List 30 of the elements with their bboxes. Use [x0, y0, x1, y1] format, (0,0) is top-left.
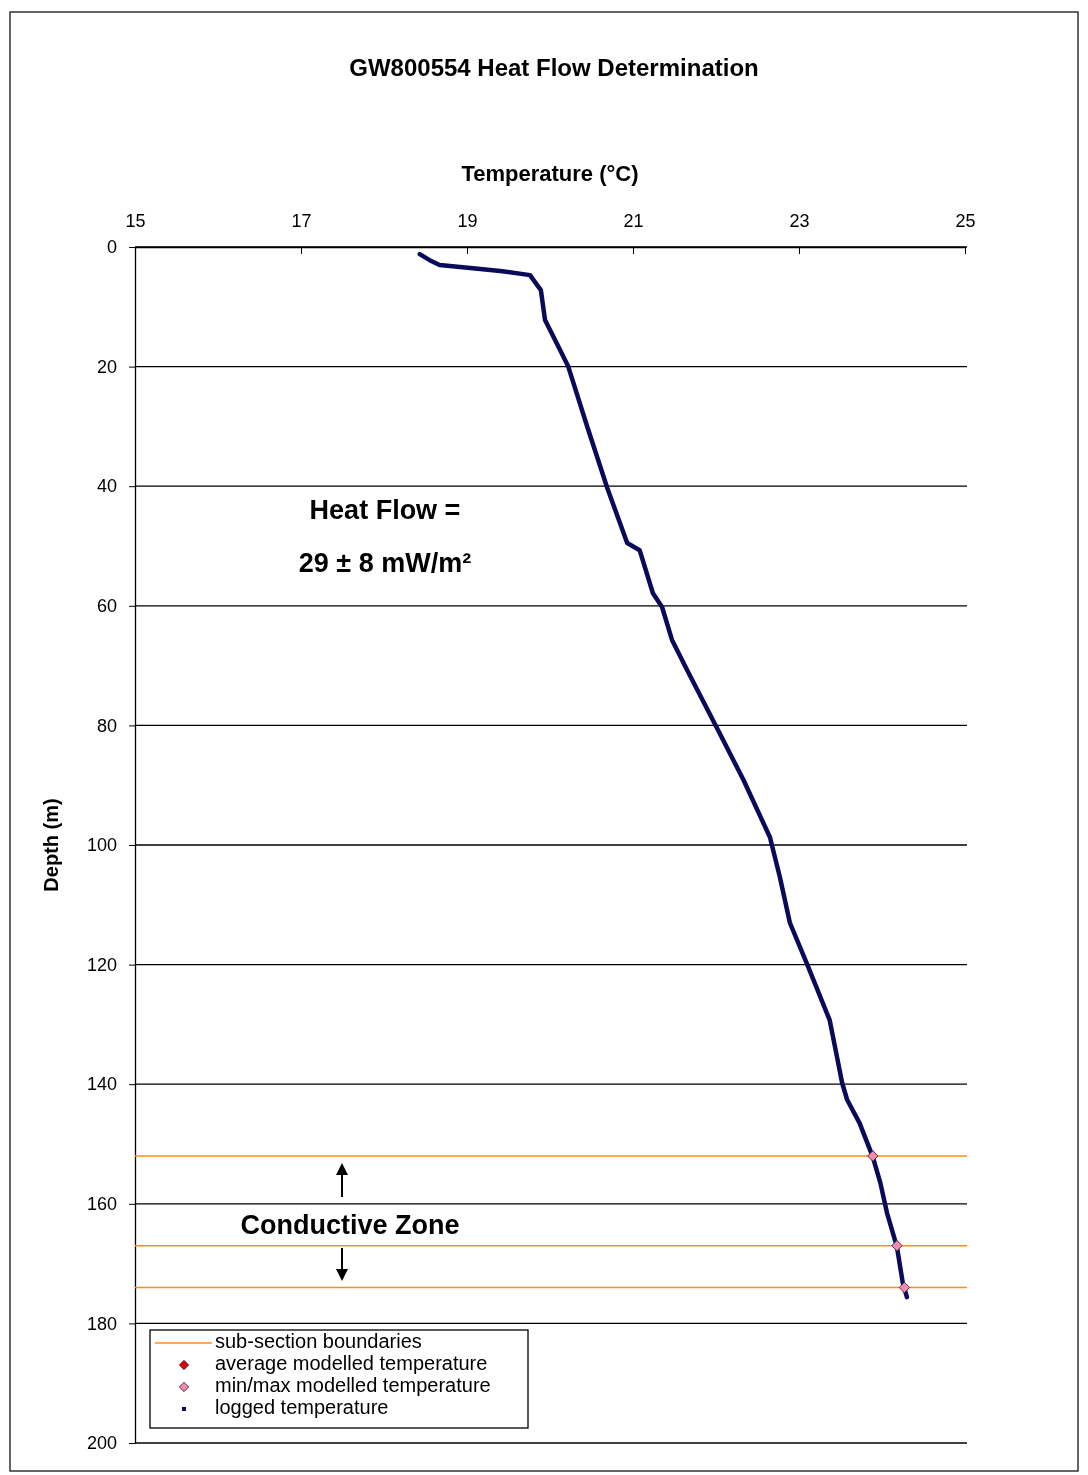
- legend-label: min/max modelled temperature: [215, 1374, 491, 1397]
- y-tick-label: 120: [86, 954, 117, 975]
- y-tick-label: 160: [86, 1194, 117, 1215]
- x-tick-label: 25: [955, 211, 976, 231]
- point: [891, 1239, 903, 1252]
- legend-label: sub-section boundaries: [215, 1330, 422, 1353]
- annotation: Heat Flow =: [309, 495, 461, 526]
- y-tick-label: 100: [86, 835, 117, 856]
- x-axis-title: Temperature (°C): [461, 161, 639, 186]
- y-tick-label: 80: [96, 715, 117, 736]
- x-tick-label: 17: [291, 211, 312, 231]
- legend-label: average modelled temperature: [215, 1352, 488, 1375]
- y-tick-label: 200: [86, 1433, 117, 1454]
- y-tick-label: 60: [96, 596, 117, 617]
- y-tick-label: 40: [96, 476, 117, 497]
- annotation: 29 ± 8 mW/m²: [298, 548, 472, 579]
- y-tick-label: 180: [86, 1313, 117, 1334]
- x-tick-label: 21: [623, 211, 644, 231]
- chart-title: GW800554 Heat Flow Determination: [349, 54, 759, 81]
- x-tick-label: 19: [457, 211, 478, 231]
- annotation: Conductive Zone: [240, 1210, 460, 1241]
- x-tick-label: 15: [125, 211, 146, 231]
- point: [867, 1150, 879, 1162]
- y-tick-label: 0: [106, 237, 117, 258]
- y-tick-label: 20: [96, 356, 117, 377]
- y-axis-title: Depth (m): [40, 798, 62, 892]
- x-tick-label: 23: [789, 211, 810, 231]
- point: [898, 1281, 911, 1294]
- legend-label: logged temperature: [215, 1396, 389, 1419]
- y-tick-label: 140: [86, 1074, 117, 1095]
